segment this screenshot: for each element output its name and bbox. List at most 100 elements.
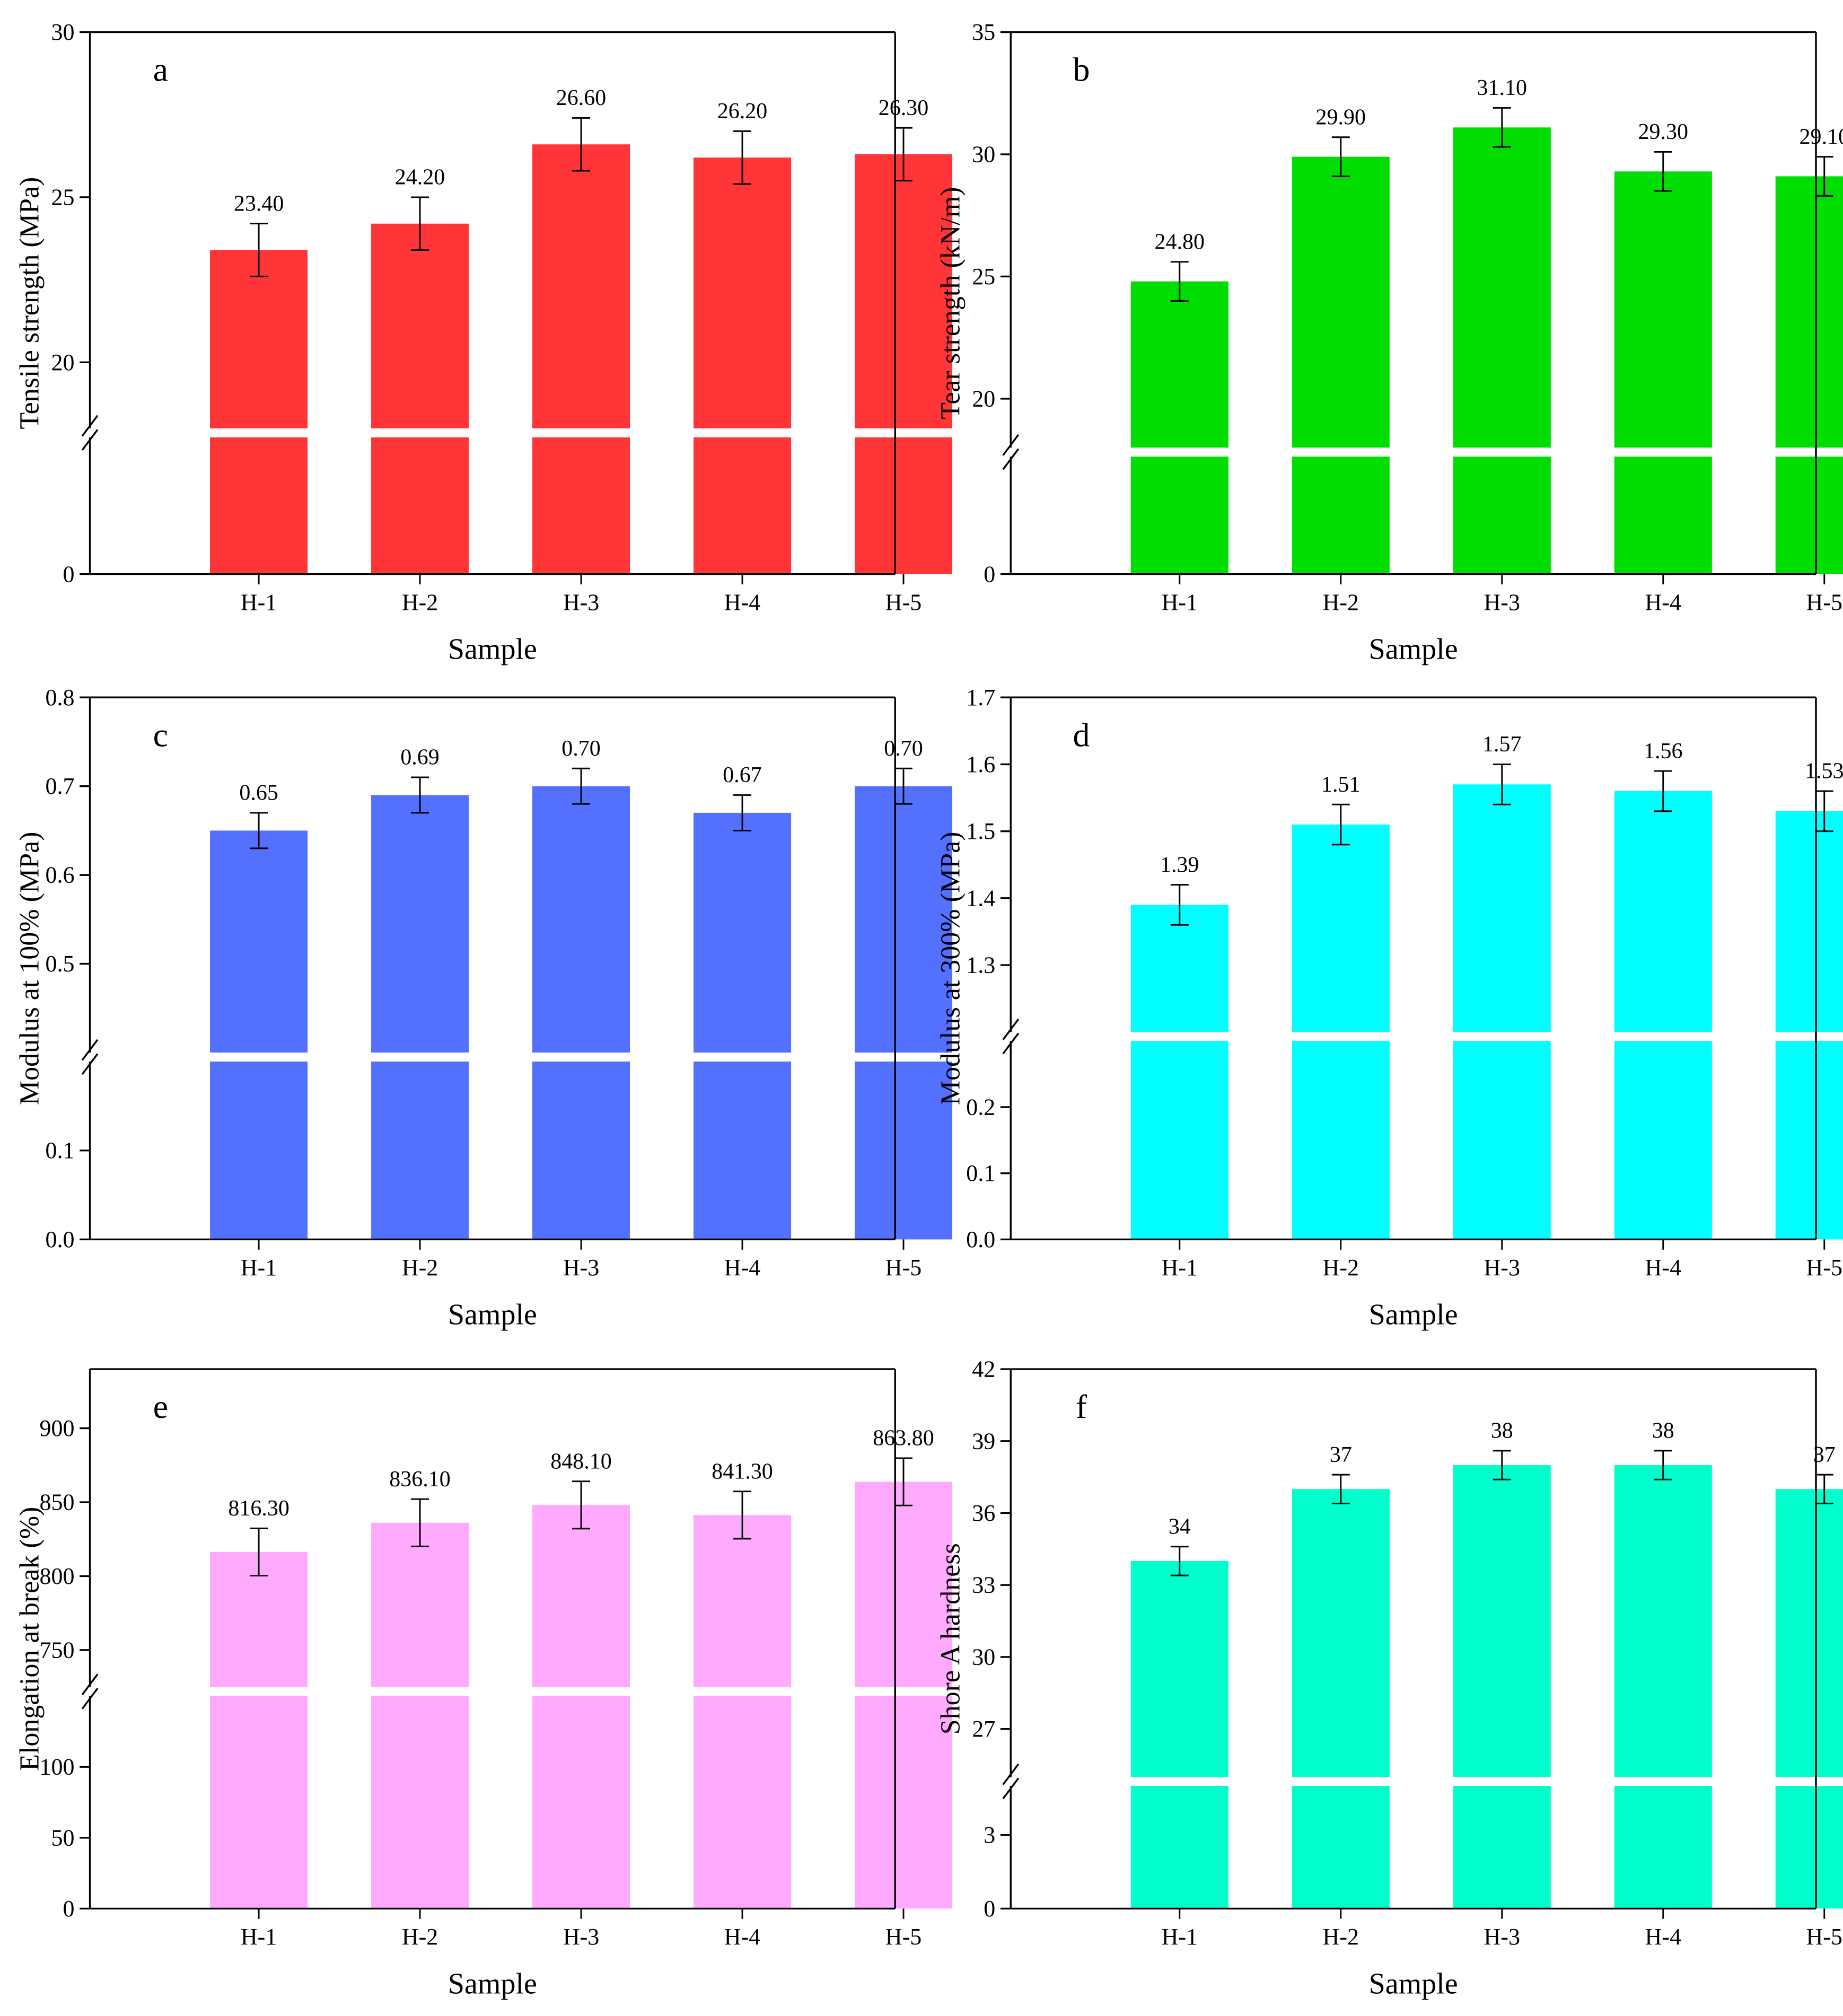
error-bar-h-1 [1170, 1546, 1189, 1576]
x-tick-label-h-2: H-2 [402, 1924, 438, 1950]
axis-break-mark [81, 429, 99, 451]
bar-h-2 [371, 223, 469, 574]
y-tick-label: 42 [972, 1356, 995, 1382]
axis-break-mark [81, 415, 99, 437]
x-tick-label-h-4: H-4 [724, 1255, 760, 1281]
y-tick-label: 30 [972, 142, 995, 168]
value-label-h-4: 29.30 [1638, 120, 1689, 144]
y-axis-title: Elongation at break (%) [15, 1507, 45, 1771]
x-tick-label-h-1: H-1 [1162, 1255, 1198, 1281]
value-label-h-5: 37 [1813, 1443, 1836, 1467]
bar-h-3 [1453, 784, 1551, 1240]
axis-break-gap [854, 1052, 953, 1062]
y-tick-label: 0.0 [966, 1226, 995, 1252]
error-bar-h-5 [894, 767, 912, 805]
bar-h-5 [854, 786, 953, 1240]
value-label-h-2: 29.90 [1316, 106, 1366, 130]
axis-break-mark [81, 1687, 99, 1710]
bar-h-2 [1292, 1489, 1390, 1909]
y-tick-label: 0.1 [966, 1160, 995, 1186]
error-bar-h-3 [572, 117, 590, 172]
error-bar-h-5 [1815, 1474, 1833, 1504]
x-tick-label-h-4: H-4 [724, 590, 760, 616]
chart-panel-f: 34 H-1 37 H-2 38 H-3 38 H-4 37 H-5 0 3 27 30 33 36 39 42 f… [935, 1356, 1843, 2000]
error-bar-h-3 [1493, 107, 1511, 148]
bar-h-4 [1614, 1465, 1712, 1909]
chart-panel-e: 816.30 H-1 836.10 H-2 848.10 H-3 841.30 H-4 863.… [15, 1368, 953, 2000]
bar-h-5 [1775, 811, 1843, 1240]
error-bar-h-3 [1493, 763, 1511, 805]
value-label-h-1: 34 [1169, 1515, 1191, 1539]
axis-break-gap [1291, 448, 1390, 457]
y-tick-label: 36 [972, 1500, 995, 1526]
error-bar-h-4 [733, 130, 751, 185]
axis-break-gap [1613, 1032, 1713, 1041]
chart-panel-d: 1.39 H-1 1.51 H-2 1.57 H-3 1.56 H-4 1.53 H-5 0.0 0.… [935, 685, 1843, 1331]
bar-h-4 [693, 1515, 792, 1909]
value-label-h-3: 26.60 [556, 86, 607, 110]
axis-break-gap [1291, 1777, 1390, 1786]
bar-h-5 [854, 154, 953, 574]
value-label-h-1: 24.80 [1155, 230, 1205, 255]
x-tick-label-h-1: H-1 [1162, 590, 1198, 616]
value-label-h-2: 836.10 [389, 1467, 451, 1492]
error-bar-h-4 [1654, 770, 1672, 812]
axis-break-gap [1775, 1777, 1843, 1786]
error-bar-h-2 [1331, 1474, 1350, 1504]
axis-break-gap [692, 1052, 792, 1062]
axis-break-gap [532, 1052, 631, 1062]
x-tick-label-h-4: H-4 [1645, 590, 1681, 616]
y-tick-label: 850 [39, 1489, 74, 1515]
y-axis-title: Tensile strength (MPa) [15, 177, 45, 430]
bar-h-5 [1775, 1489, 1843, 1909]
y-tick-label: 0 [984, 561, 995, 587]
bar-h-1 [210, 250, 308, 574]
bar-h-4 [1614, 171, 1712, 574]
error-bar-h-5 [894, 127, 912, 182]
y-tick-label: 1.7 [966, 685, 995, 711]
error-bar-h-2 [411, 196, 429, 251]
bar-h-3 [532, 786, 630, 1240]
x-tick-label-h-3: H-3 [1484, 590, 1520, 616]
value-label-h-4: 38 [1652, 1419, 1674, 1443]
axis-break-gap [1130, 1777, 1229, 1786]
value-label-h-3: 38 [1491, 1419, 1513, 1443]
error-bar-h-4 [1654, 151, 1672, 192]
value-label-h-2: 1.51 [1321, 773, 1361, 797]
axis-break-gap [692, 428, 792, 437]
value-label-h-5: 0.70 [884, 737, 923, 761]
axis-break-gap [371, 428, 470, 437]
y-tick-label: 1.5 [966, 818, 995, 844]
y-tick-label: 100 [39, 1754, 74, 1780]
error-bar-h-5 [1815, 156, 1833, 197]
value-label-h-2: 0.69 [400, 746, 440, 770]
value-label-h-3: 31.10 [1477, 76, 1528, 100]
x-tick-label-h-3: H-3 [1484, 1255, 1520, 1281]
error-bar-h-1 [1170, 261, 1189, 302]
axis-break-mark [1002, 1032, 1020, 1055]
axis-break-gap [1130, 448, 1229, 457]
panel-letter: f [1076, 1388, 1087, 1425]
axis-break-mark [1002, 434, 1020, 456]
panel-letter: d [1073, 716, 1090, 753]
axis-break-gap [854, 1687, 953, 1696]
axis-break-gap [854, 428, 953, 437]
x-tick-label-h-5: H-5 [1806, 1924, 1842, 1950]
y-tick-label: 35 [972, 19, 995, 45]
y-tick-label: 0.1 [45, 1137, 74, 1163]
bar-h-3 [1453, 127, 1551, 574]
panel-letter: b [1073, 51, 1090, 89]
value-label-h-3: 0.70 [561, 737, 601, 761]
y-tick-label: 900 [39, 1415, 74, 1441]
y-tick-label: 25 [51, 184, 74, 210]
value-label-h-4: 26.20 [717, 99, 768, 124]
axis-break-mark [81, 1673, 99, 1696]
y-axis-title: Shore A hardness [935, 1543, 966, 1734]
error-bar-h-1 [250, 1527, 268, 1577]
bar-h-2 [371, 1522, 469, 1909]
value-label-h-1: 1.39 [1160, 853, 1199, 877]
error-bar-h-2 [1331, 803, 1350, 846]
value-label-h-4: 841.30 [712, 1459, 773, 1484]
axis-break-gap [1452, 1777, 1551, 1786]
y-tick-label: 1.4 [966, 885, 995, 911]
